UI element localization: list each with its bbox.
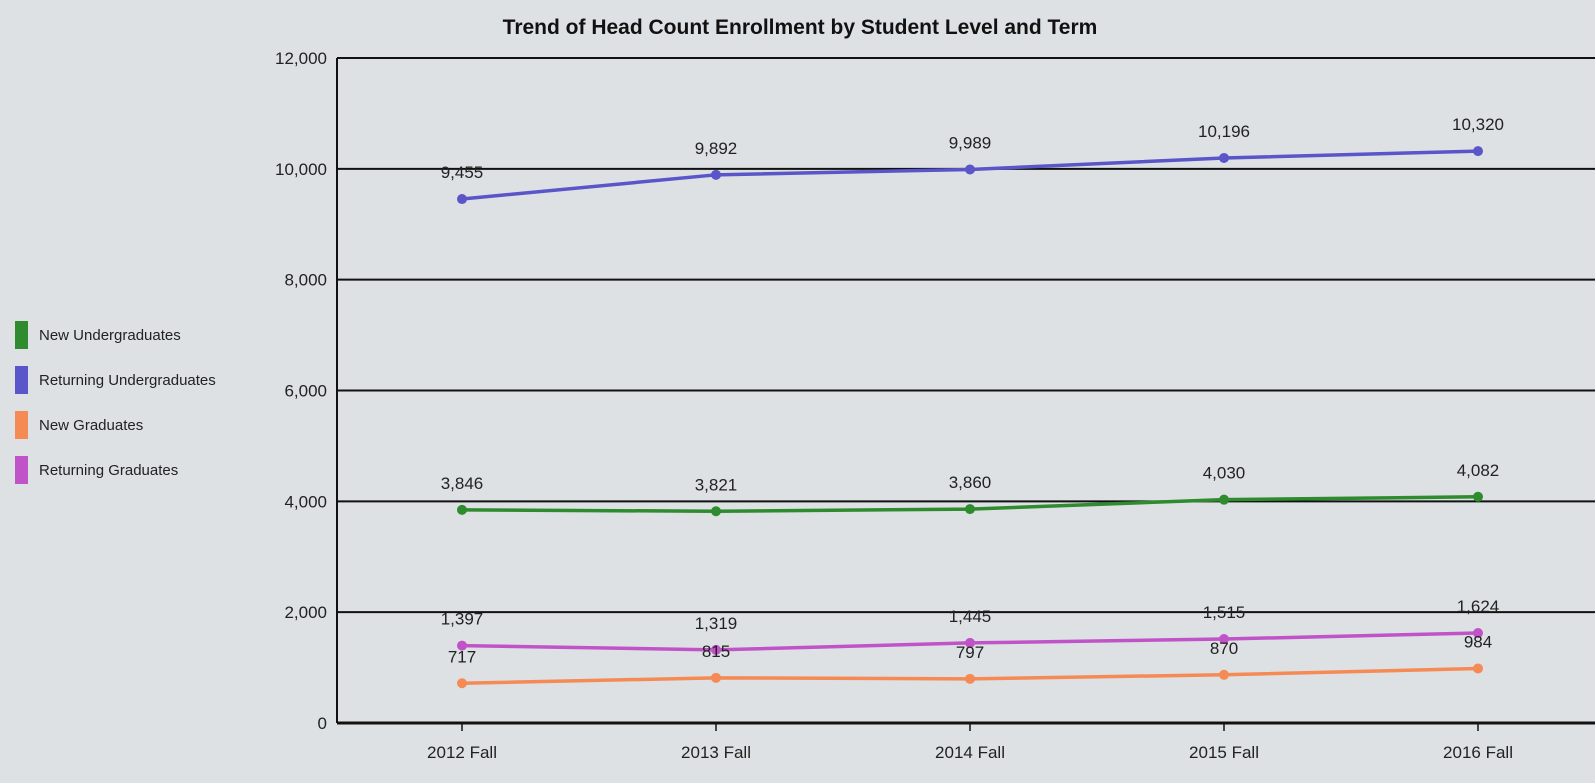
data-label: 9,892 <box>695 139 738 158</box>
legend-label: New Graduates <box>39 417 143 434</box>
data-point <box>1219 669 1229 680</box>
data-point <box>1473 628 1483 639</box>
y-tick-label: 4,000 <box>284 492 327 511</box>
data-point <box>457 194 467 205</box>
data-label: 1,445 <box>949 607 992 626</box>
x-tick-label: 2014 Fall <box>935 743 1005 762</box>
x-tick-label: 2015 Fall <box>1189 743 1259 762</box>
data-point <box>1473 146 1483 157</box>
legend-item: New Graduates <box>15 411 143 439</box>
series-layer <box>457 146 1483 689</box>
y-tick-label: 0 <box>318 714 327 733</box>
y-tick-label: 8,000 <box>284 271 327 290</box>
data-label: 4,030 <box>1203 464 1246 483</box>
data-point <box>1219 152 1229 163</box>
series-line <box>461 149 1479 201</box>
data-label: 4,082 <box>1457 461 1500 480</box>
legend-item: Returning Graduates <box>15 456 178 484</box>
data-point <box>457 640 467 651</box>
y-tick-label: 2,000 <box>284 603 327 622</box>
data-point <box>965 504 975 515</box>
data-point <box>711 169 721 180</box>
data-label: 797 <box>956 643 984 662</box>
legend-swatch <box>15 321 28 349</box>
chart-title: Trend of Head Count Enrollment by Studen… <box>503 16 1098 39</box>
legend: New Undergraduates Returning Undergraduat… <box>15 321 216 484</box>
y-tick-label: 6,000 <box>284 382 327 401</box>
data-label: 717 <box>448 647 476 666</box>
data-label: 9,455 <box>441 163 484 182</box>
legend-label: New Undergraduates <box>39 327 181 344</box>
legend-swatch <box>15 411 28 439</box>
legend-item: Returning Undergraduates <box>15 366 216 394</box>
data-point <box>965 637 975 648</box>
data-point <box>457 504 467 515</box>
data-label: 1,319 <box>695 614 738 633</box>
x-tick-label: 2012 Fall <box>427 743 497 762</box>
data-point <box>457 678 467 689</box>
data-point <box>711 672 721 683</box>
data-point <box>1473 663 1483 674</box>
data-label: 984 <box>1464 632 1492 651</box>
data-label: 870 <box>1210 639 1238 658</box>
data-label: 1,624 <box>1457 597 1500 616</box>
data-label: 1,397 <box>441 610 484 629</box>
data-point <box>965 164 975 175</box>
legend-swatch <box>15 456 28 484</box>
data-point <box>711 644 721 655</box>
axis-layer: 0 2,000 4,000 6,000 8,000 10,000 12,000 2012 Fa… <box>275 49 1595 762</box>
data-label-layer: 3,846 3,821 3,860 4,030 4,082 9,455 9,892 9,989… <box>441 115 1504 666</box>
legend-item: New Undergraduates <box>15 321 181 349</box>
data-point <box>711 506 721 517</box>
x-tick-label: 2016 Fall <box>1443 743 1513 762</box>
y-tick-label: 10,000 <box>275 160 327 179</box>
y-tick-label: 12,000 <box>275 49 327 68</box>
x-tick-label: 2013 Fall <box>681 743 751 762</box>
legend-label: Returning Undergraduates <box>39 372 216 389</box>
data-label: 3,846 <box>441 474 484 493</box>
data-point <box>1219 634 1229 645</box>
data-label: 815 <box>702 642 730 661</box>
data-label: 10,320 <box>1452 115 1504 134</box>
data-label: 3,821 <box>695 475 738 494</box>
data-label: 10,196 <box>1198 122 1250 141</box>
data-point <box>965 673 975 684</box>
data-point <box>1473 491 1483 502</box>
legend-label: Returning Graduates <box>39 462 178 479</box>
data-label: 1,515 <box>1203 603 1246 622</box>
data-label: 9,989 <box>949 133 992 152</box>
data-point <box>1219 494 1229 505</box>
data-label: 3,860 <box>949 473 992 492</box>
legend-swatch <box>15 366 28 394</box>
